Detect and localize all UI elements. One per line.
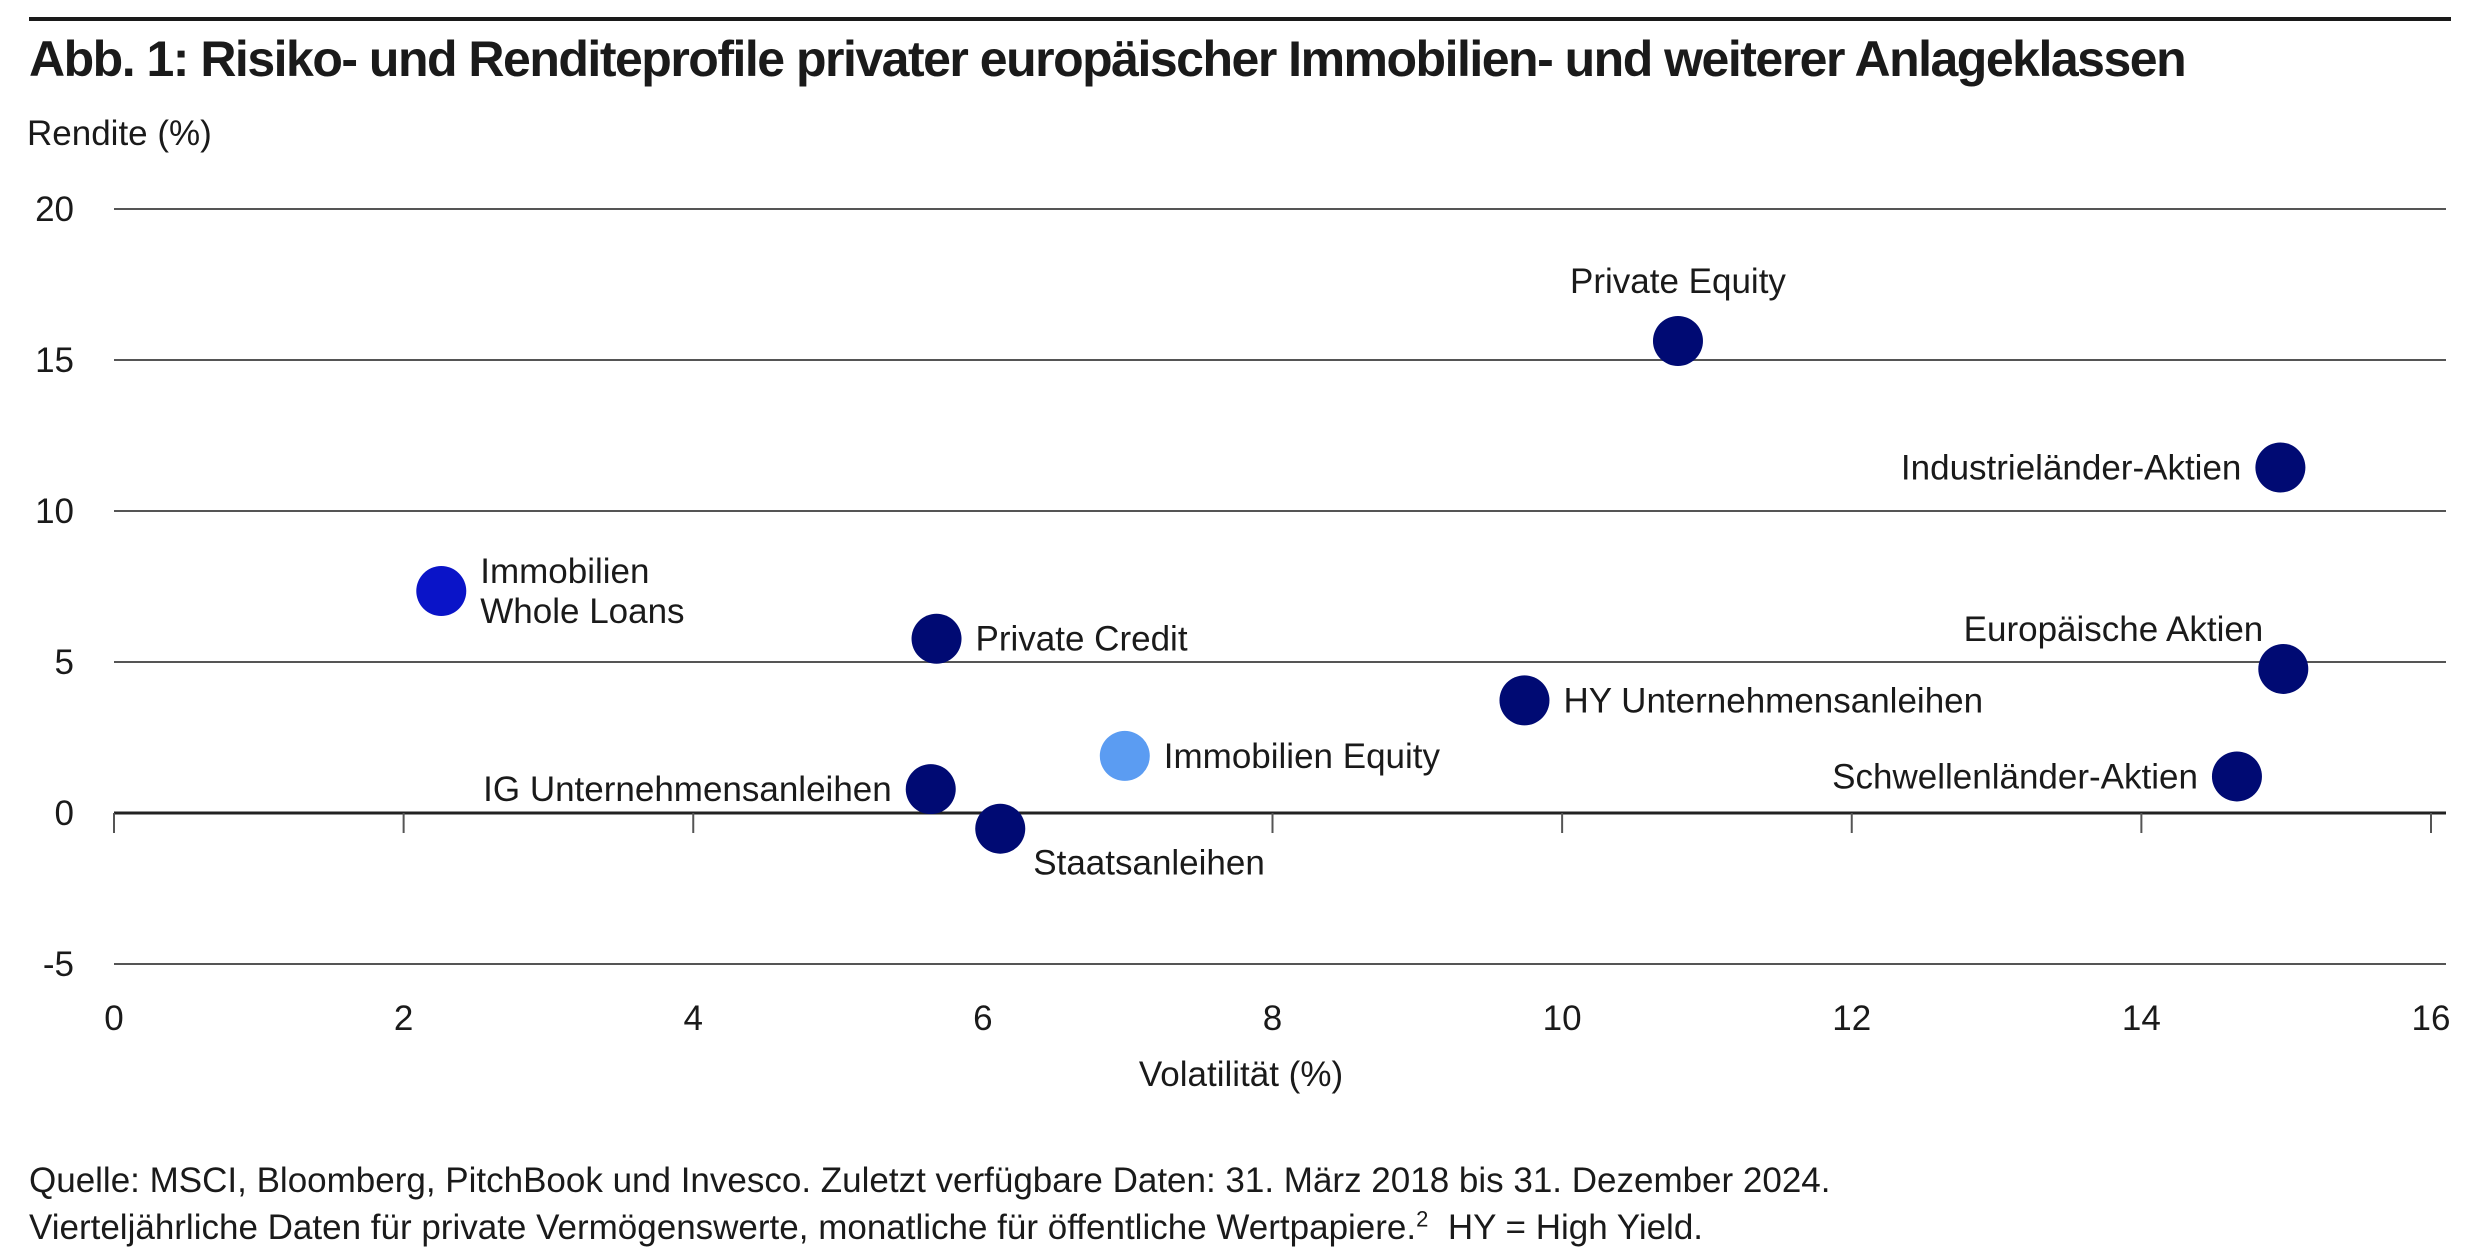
hy-definition: HY = High Yield. [1428,1208,1704,1247]
point-label: Europäische Aktien [1964,610,2264,649]
data-point[interactable] [905,764,956,815]
x-tick-label: 6 [973,999,992,1038]
data-points [416,315,2309,854]
data-point[interactable] [911,613,962,664]
x-tick-label: 8 [1263,999,1282,1038]
x-axis-label: Volatilität (%) [1139,1055,1343,1094]
source-line: Quelle: MSCI, Bloomberg, PitchBook und I… [29,1161,1831,1200]
y-tick-label: 20 [35,190,74,229]
y-tick-labels: -5 0 5 10 15 20 [35,190,74,984]
y-tick-label: 15 [35,341,74,380]
data-point[interactable] [2258,643,2309,694]
point-label: Immobilien Equity [1164,737,1441,776]
x-tick-label: 16 [2412,999,2451,1038]
x-tick-label: 12 [1832,999,1871,1038]
data-point[interactable] [2211,751,2262,802]
footnote-ref: 2 [1416,1206,1429,1232]
x-tick-label: 0 [104,999,123,1038]
point-labels: Immobilien Whole Loans Private Credit IG Un… [480,262,2263,883]
y-axis-label: Rendite (%) [27,114,212,153]
data-point[interactable] [975,803,1026,854]
notes-line: Vierteljährliche Daten für private Vermö… [29,1204,1831,1251]
point-label: HY Unternehmensanleihen [1563,681,1983,720]
data-point[interactable] [416,566,467,617]
data-point[interactable] [1099,730,1150,781]
point-label: Private Equity [1570,262,1786,301]
point-label: Immobilien Whole Loans [480,552,684,631]
y-tick-label: -5 [43,945,74,984]
x-tick-label: 10 [1543,999,1582,1038]
x-tick-label: 14 [2122,999,2161,1038]
point-label: Staatsanleihen [1033,844,1265,883]
data-point[interactable] [2255,442,2306,493]
y-tick-label: 5 [55,643,74,682]
point-label: Private Credit [976,620,1188,659]
y-tick-label: 0 [55,794,74,833]
gridlines [113,208,2446,965]
chart-title: Abb. 1: Risiko- und Renditeprofile priva… [29,31,2187,87]
x-tick-label: 4 [684,999,703,1038]
point-label: IG Unternehmensanleihen [483,770,892,809]
y-tick-label: 10 [35,492,74,531]
top-rule [29,17,2451,21]
x-tick-labels: 0 2 4 6 8 10 12 14 16 [104,999,2450,1038]
notes-text: Vierteljährliche Daten für private Vermö… [29,1208,1417,1247]
point-label: Industrieländer-Aktien [1901,449,2241,488]
data-point[interactable] [1652,315,1703,366]
data-point[interactable] [1499,675,1550,726]
point-label: Schwellenländer-Aktien [1832,757,2198,796]
x-tick-label: 2 [394,999,413,1038]
footer-note: Quelle: MSCI, Bloomberg, PitchBook und I… [29,1157,1831,1251]
